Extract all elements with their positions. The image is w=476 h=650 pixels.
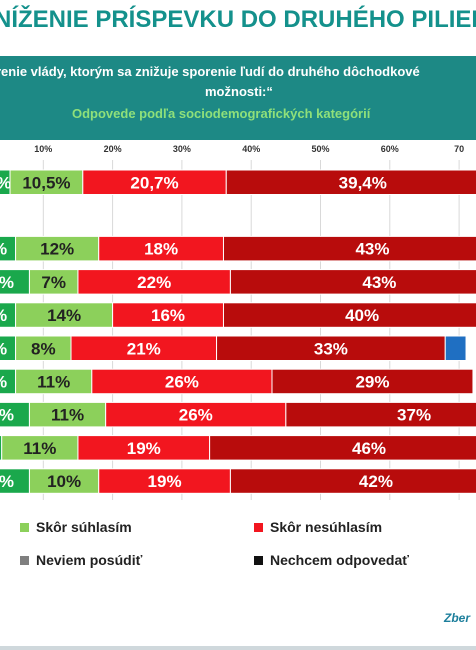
data-label: 5,2%: [0, 173, 11, 192]
legend-swatch-agree: [20, 522, 29, 532]
question-text-line2: možnosti:“: [205, 84, 273, 99]
bar-segment: [1, 435, 79, 461]
legend-label-disagree: Skôr nesúhlasím: [270, 519, 383, 535]
data-label: 14%: [47, 306, 81, 325]
data-label: 19%: [127, 439, 161, 458]
data-label: 8%: [0, 472, 14, 491]
bar-segment: [0, 269, 30, 295]
bar-segment: [15, 235, 100, 262]
data-label: 16%: [151, 306, 185, 325]
bar-segment: [229, 468, 476, 494]
bar-segment: [216, 335, 446, 361]
data-label: 19%: [148, 472, 182, 491]
bar-segment: [98, 468, 231, 494]
data-label: 6%: [0, 240, 7, 259]
data-label: 12%: [40, 240, 74, 259]
data-label: 43%: [355, 240, 389, 259]
x-tick-label: 70: [454, 144, 464, 154]
legend-swatch-disagree: [254, 522, 263, 532]
x-tick-label: 20%: [104, 144, 122, 154]
data-label: 39,4%: [339, 173, 387, 192]
data-label: 46%: [352, 439, 386, 458]
x-tick-label: 10%: [34, 144, 52, 154]
legend-item-no-answer: Nechcem odpovedať: [254, 552, 409, 568]
data-label: 8%: [0, 406, 14, 425]
data-label: 11%: [51, 406, 84, 425]
legend-item-agree: Skôr súhlasím: [20, 519, 132, 535]
bar-segment: [15, 368, 93, 395]
bar-segment: [271, 368, 474, 395]
data-label: 8%: [31, 339, 56, 358]
x-tick-label: 40%: [242, 144, 260, 154]
title-band: [0, 0, 476, 44]
question-text-line1: renie vlády, ktorým sa znižuje sporenie …: [0, 64, 420, 79]
bar-segment: [0, 401, 30, 428]
data-label: 42%: [359, 472, 393, 491]
data-label: 6%: [0, 306, 7, 325]
bar-segment: [15, 302, 114, 328]
legend-label-agree: Skôr súhlasím: [36, 519, 132, 535]
data-label: 40%: [345, 306, 379, 325]
bar-segment: [209, 435, 476, 461]
data-label: 26%: [165, 372, 199, 391]
question-box: [0, 56, 476, 140]
data-label: 22%: [137, 273, 171, 292]
bar-segment: [77, 435, 211, 461]
data-label: 26%: [179, 406, 213, 425]
data-label: 7%: [41, 273, 66, 292]
data-label: 37%: [397, 406, 431, 425]
bar-segment: [225, 169, 476, 195]
data-label: 43%: [362, 273, 396, 292]
data-label: 33%: [314, 339, 348, 358]
stacked-bar-chart: 10% 20% 30% 40% 50% 60% 70 5,2% 10,5% 20,7% 39,4% 6…: [0, 144, 476, 500]
x-tick-label: 50%: [311, 144, 329, 154]
bar-segment: [77, 269, 231, 295]
data-label: 6%: [0, 372, 7, 391]
bar-segment: [28, 468, 100, 494]
bar-segment: [285, 401, 476, 428]
data-label: 20,7%: [130, 173, 178, 192]
legend-swatch-no-answer: [254, 555, 263, 565]
bar-segment: [222, 302, 476, 328]
x-tick-label: 60%: [381, 144, 399, 154]
source-note: Zber: [444, 611, 471, 625]
legend-item-dont-know: Neviem posúdiť: [20, 552, 142, 568]
data-label: 29%: [355, 372, 389, 391]
x-tick-label: 30%: [173, 144, 191, 154]
bar-segment: [105, 401, 287, 428]
data-label: 21%: [127, 339, 161, 358]
bar-segment: [91, 368, 273, 395]
bar-segment: [222, 235, 476, 262]
data-label: 6%: [0, 339, 7, 358]
data-label: 8%: [0, 273, 14, 292]
bar-segment: [444, 335, 467, 361]
legend-swatch-dont-know: [20, 555, 29, 565]
data-label: 11%: [23, 439, 56, 458]
data-label: 10,5%: [22, 173, 70, 192]
bottom-rule: [0, 646, 476, 650]
chart-subtitle: Odpovede podľa sociodemografických kateg…: [72, 106, 371, 121]
data-label: 10%: [47, 472, 81, 491]
legend-item-disagree: Skôr nesúhlasím: [254, 519, 382, 535]
data-label: 18%: [144, 240, 178, 259]
slide-title: NÍŽENIE PRÍSPEVKU DO DRUHÉHO PILIER: [0, 6, 476, 33]
bar-segment: [229, 269, 476, 295]
legend-label-no-answer: Nechcem odpovedať: [270, 552, 409, 568]
bar-segment: [0, 468, 30, 494]
bar-segment: [112, 302, 224, 328]
legend-label-dont-know: Neviem posúdiť: [36, 552, 143, 568]
bar-segment: [28, 401, 107, 428]
data-label: 11%: [37, 372, 70, 391]
